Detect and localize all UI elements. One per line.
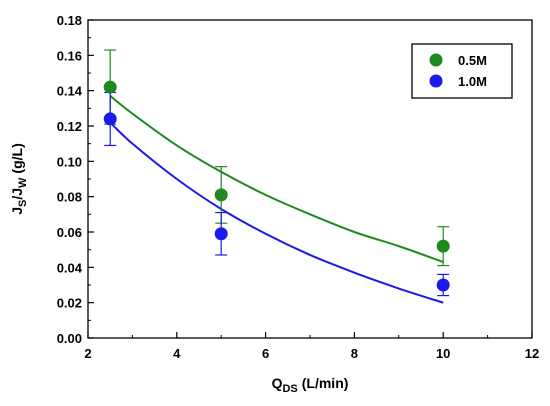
x-tick-label: 8 — [351, 346, 358, 361]
y-tick-label: 0.08 — [57, 190, 82, 205]
legend-box — [411, 43, 513, 99]
legend-label-0.5M: 0.5M — [458, 53, 487, 68]
error-bars — [104, 49, 450, 297]
x-tick-label: 4 — [173, 346, 181, 361]
legend-marker-0.5M — [429, 53, 443, 67]
tick-layer: 2 4 6 8 10 12 0.00 0.02 0.04 0.06 0.08 0.10 0.12 0.14… — [57, 13, 540, 361]
legend-label-1.0M: 1.0M — [458, 74, 487, 89]
y-tick-label: 0.04 — [57, 260, 83, 275]
legend-marker-1.0M — [429, 74, 443, 88]
fit-curve-1.0M — [109, 121, 444, 304]
data-point-0.5M — [214, 188, 228, 202]
fit-curve-0.5M — [109, 95, 444, 263]
legend: 0.5M 1.0M — [411, 43, 513, 99]
x-tick-label: 10 — [436, 346, 450, 361]
fit-curves — [109, 95, 444, 304]
data-point-1.0M — [436, 278, 450, 292]
plot-frame — [87, 19, 533, 339]
y-tick-label: 0.18 — [57, 13, 82, 28]
y-tick-label: 0.06 — [57, 225, 82, 240]
data-point-0.5M — [103, 80, 117, 94]
x-tick-label: 6 — [262, 346, 269, 361]
x-tick-label: 12 — [525, 346, 539, 361]
y-tick-label: 0.00 — [57, 331, 82, 346]
y-tick-label: 0.14 — [57, 84, 83, 99]
y-tick-label: 0.12 — [57, 119, 82, 134]
y-tick-label: 0.10 — [57, 154, 82, 169]
y-tick-label: 0.16 — [57, 48, 82, 63]
y-tick-label: 0.02 — [57, 296, 82, 311]
data-points — [103, 80, 450, 292]
x-tick-label: 2 — [84, 346, 91, 361]
y-axis-title: JS/JW(g/L) — [9, 143, 29, 215]
data-point-1.0M — [103, 112, 117, 126]
x-axis-title: QDS (L/min) — [272, 375, 349, 395]
data-point-1.0M — [214, 227, 228, 241]
data-point-0.5M — [436, 239, 450, 253]
